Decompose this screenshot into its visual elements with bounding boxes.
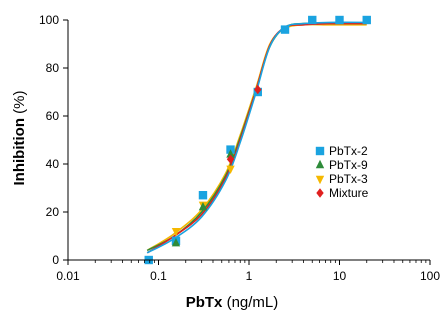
x-tick-label: 10 [333,269,347,283]
data-point-mixture [254,84,262,95]
x-axis-title-unit: (ng/mL) [222,294,278,311]
y-axis-title-main: Inhibition [11,118,28,185]
x-axis-title-main: PbTx [186,294,223,311]
data-point-pbtx-2 [335,15,344,25]
data-point-pbtx-2 [362,15,371,25]
data-point-pbtx-3 [171,228,181,237]
legend-label: PbTx-3 [329,172,368,186]
legend-marker-mixture [316,188,324,198]
y-tick-label: 100 [39,13,59,27]
y-tick-label: 40 [46,157,60,171]
legend-label: PbTx-9 [329,158,368,172]
data-point-pbtx-3 [226,165,235,174]
fit-curve-pbtx-9 [146,22,367,252]
legend-marker-pbtx-3 [315,175,325,185]
legend-label: PbTx-2 [329,144,368,158]
y-tick-label: 0 [52,253,59,267]
x-axis-title: PbTx (ng/mL) [186,294,279,311]
data-point-pbtx-9 [226,149,235,158]
fit-curves [146,21,367,254]
data-point-mixture [226,154,235,164]
y-tick-label: 20 [46,205,60,219]
axes: 0 20 40 60 80 100 0.01 0.1 1 10 100 [39,13,440,283]
x-tick-label: 1 [246,269,253,283]
fit-curve-mixture [146,22,367,254]
y-axis-title-unit: (%) [11,91,28,119]
y-tick-label: 80 [46,61,60,75]
data-point-pbtx-2 [280,25,290,34]
y-tick-label: 60 [46,109,60,123]
x-tick-label: 0.01 [56,269,80,283]
x-tick-label: 0.1 [150,269,167,283]
x-tick-label: 100 [420,269,440,283]
legend-marker-pbtx-2 [315,146,325,156]
legend-marker-pbtx-9 [315,159,325,169]
data-point-pbtx-2 [198,191,208,200]
y-axis-title: Inhibition (%) [11,91,28,186]
data-point-pbtx-9 [171,238,181,247]
fit-curve-pbtx-3 [146,23,367,252]
data-point-pbtx-9 [198,202,208,211]
data-point-pbtx-2 [308,15,317,25]
data-markers [144,15,371,265]
fit-curve-pbtx-2 [146,21,367,254]
legend-label: Mixture [329,186,369,200]
